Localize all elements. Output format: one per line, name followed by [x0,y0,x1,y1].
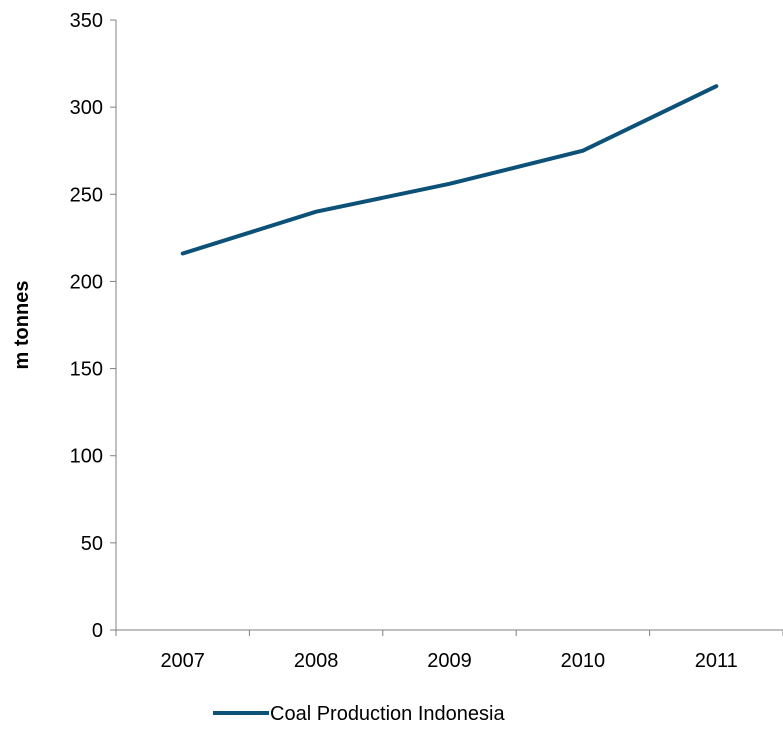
x-tick-label: 2011 [695,650,738,672]
series-layer [180,84,719,256]
y-tick-label: 0 [92,620,103,642]
x-tick-label: 2007 [160,650,205,672]
y-tick-label: 100 [70,446,103,468]
y-axis-title: m tonnes [11,281,33,370]
x-axis: 2007 2008 2009 2010 2011 [115,629,783,672]
y-axis: 0 50 100 150 200 250 300 350 [70,10,117,642]
x-tick-label: 2010 [561,650,606,672]
y-tick-label: 350 [70,10,103,32]
legend-label: Coal Production Indonesia [270,703,505,725]
y-tick-label: 200 [70,271,103,293]
y-tick-label: 150 [70,359,103,381]
y-tick-label: 250 [70,184,103,206]
x-tick-label: 2009 [427,650,472,672]
legend: Coal Production Indonesia [213,703,505,725]
y-tick-label: 50 [81,533,103,555]
x-tick-label: 2008 [294,650,339,672]
series-line [180,84,719,256]
y-tick-label: 300 [70,97,103,119]
